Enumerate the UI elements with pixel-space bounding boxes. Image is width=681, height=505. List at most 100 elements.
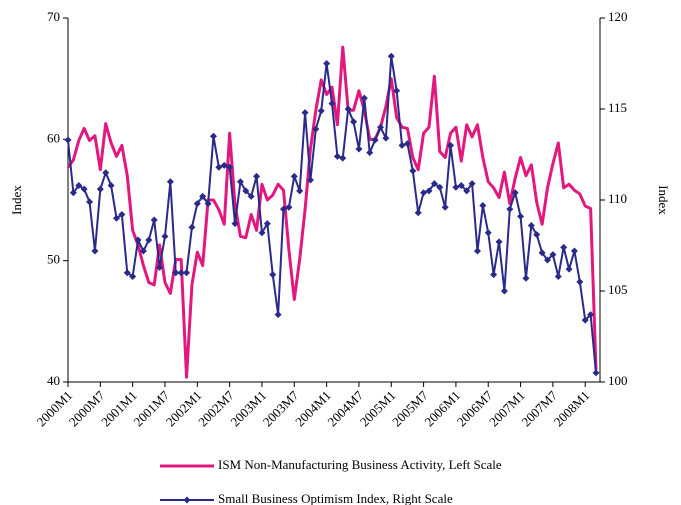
data-point (484, 229, 492, 237)
data-point (549, 251, 557, 259)
y2-tick-label: 105 (608, 282, 628, 297)
data-point (301, 109, 309, 117)
data-point (490, 271, 498, 279)
data-point (398, 141, 406, 149)
data-point (199, 192, 207, 200)
data-point (382, 134, 390, 142)
data-point (242, 187, 250, 195)
data-point (183, 269, 191, 277)
data-point (139, 247, 147, 255)
data-point (80, 185, 88, 193)
data-point (75, 181, 83, 189)
data-point (522, 274, 530, 282)
data-point (285, 203, 293, 211)
legend-label: Small Business Optimism Index, Right Sca… (218, 491, 453, 505)
data-point (366, 149, 374, 157)
data-point (473, 247, 481, 255)
data-point (96, 185, 104, 193)
data-point (414, 209, 422, 217)
series-line (66, 45, 598, 379)
data-point (172, 269, 180, 277)
data-point (177, 269, 185, 277)
data-point (506, 205, 514, 213)
data-point (226, 163, 234, 171)
data-point (554, 272, 562, 280)
data-point (263, 220, 271, 228)
data-point (468, 180, 476, 188)
data-point (134, 236, 142, 244)
data-point (204, 200, 212, 208)
data-point (193, 200, 201, 208)
data-point (441, 203, 449, 211)
data-point (495, 238, 503, 246)
data-point (188, 223, 196, 231)
data-point (328, 100, 336, 108)
data-point (280, 205, 288, 213)
data-point (107, 181, 115, 189)
data-point (258, 229, 266, 237)
data-point (339, 154, 347, 162)
data-point (355, 145, 363, 153)
y-tick-label: 50 (47, 252, 60, 267)
data-point (123, 269, 131, 277)
data-point (215, 163, 223, 171)
data-point (517, 212, 525, 220)
data-point (592, 369, 600, 377)
data-point (269, 271, 277, 279)
legend-marker (183, 496, 191, 504)
data-point (209, 132, 217, 140)
data-point (161, 232, 169, 240)
data-point (511, 189, 519, 197)
data-point (86, 198, 94, 206)
y-axis-title: Index (9, 185, 24, 215)
data-point (296, 187, 304, 195)
data-point (420, 189, 428, 197)
data-point (112, 214, 120, 222)
data-point (457, 181, 465, 189)
data-point (333, 152, 341, 160)
data-point (452, 183, 460, 191)
data-point (376, 123, 384, 131)
data-point (479, 201, 487, 209)
data-point (387, 52, 395, 60)
data-point (129, 272, 137, 280)
data-point (150, 216, 158, 224)
data-point (290, 172, 298, 180)
data-point (409, 167, 417, 175)
data-point (166, 178, 174, 186)
data-point (430, 180, 438, 188)
data-point (425, 187, 433, 195)
data-point (156, 263, 164, 271)
data-point (344, 105, 352, 113)
data-point (587, 311, 595, 319)
data-point (393, 87, 401, 95)
y2-axis-title: Index (656, 185, 671, 215)
data-point (317, 107, 325, 115)
data-point (447, 141, 455, 149)
data-point (306, 176, 314, 184)
y2-tick-label: 100 (608, 373, 628, 388)
data-point (145, 236, 153, 244)
data-point (253, 172, 261, 180)
data-point (544, 256, 552, 264)
data-point (560, 243, 568, 251)
data-point (69, 189, 77, 197)
data-point (576, 278, 584, 286)
data-point (403, 140, 411, 148)
data-point (527, 221, 535, 229)
data-point (102, 169, 110, 177)
y2-tick-label: 120 (608, 9, 628, 24)
y2-tick-label: 115 (608, 100, 627, 115)
y-tick-label: 60 (47, 130, 60, 145)
data-point (436, 183, 444, 191)
data-point (64, 136, 72, 144)
data-point (91, 247, 99, 255)
data-point (323, 60, 331, 67)
data-point (231, 220, 239, 228)
data-point (274, 311, 282, 319)
data-point (581, 316, 589, 324)
data-point (360, 94, 368, 102)
y-tick-label: 70 (47, 9, 60, 24)
data-point (220, 161, 228, 169)
data-point (371, 136, 379, 144)
